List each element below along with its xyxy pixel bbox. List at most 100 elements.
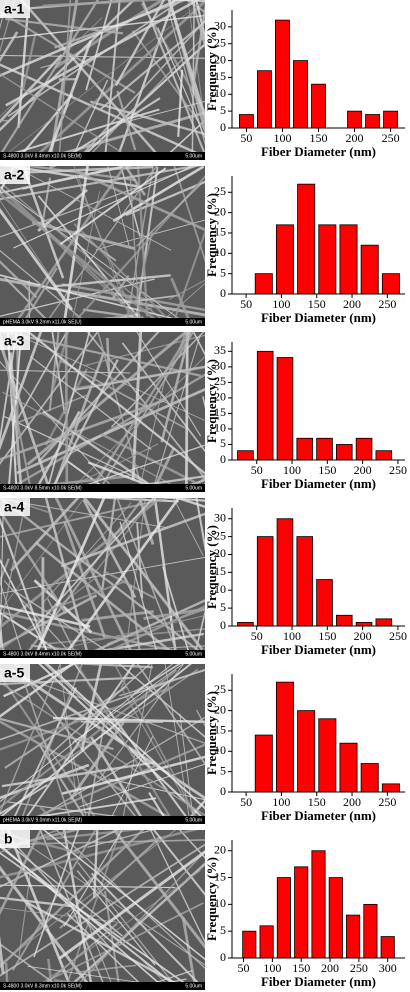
sem-image: pHEMA 3.0kV 9.0mm x11.0k SE(M) 5.00um a-5: [0, 664, 205, 824]
fiber: [114, 0, 166, 87]
x-tick-label: 50: [251, 463, 263, 477]
bar: [242, 930, 257, 959]
fiber: [136, 183, 202, 247]
fiber: [0, 0, 16, 54]
bar: [375, 618, 393, 627]
fiber: [0, 278, 155, 317]
image-info: pHEMA 3.0kV 9.0mm x11.0k SE(M): [3, 817, 82, 823]
image-scale: 5.00um: [185, 651, 202, 657]
label-bg: [0, 332, 30, 350]
x-tick-label: 50: [238, 961, 250, 975]
fiber: [59, 359, 186, 429]
y-tick-label: 15: [214, 225, 226, 239]
fiber: [46, 902, 204, 983]
x-tick-label: 250: [389, 629, 407, 643]
fiber: [136, 664, 205, 766]
y-tick-label: 10: [214, 245, 226, 259]
label-bg: [0, 830, 30, 848]
fiber: [33, 830, 79, 958]
fiber: [85, 0, 113, 91]
fiber: [17, 332, 68, 419]
y-tick-label: 25: [214, 184, 226, 198]
fiber: [81, 610, 154, 622]
fiber: [0, 852, 196, 990]
y-tick-label: 5: [220, 600, 226, 614]
fiber: [0, 830, 177, 965]
info-bar: [0, 318, 205, 326]
bar: [293, 60, 308, 129]
fiber: [5, 0, 201, 107]
fiber: [0, 797, 157, 824]
image-scale: 5.00um: [185, 485, 202, 491]
fiber: [178, 830, 205, 859]
bar: [311, 850, 326, 959]
fiber: [136, 332, 202, 437]
bar: [275, 224, 294, 295]
info-bar: [0, 650, 205, 658]
info-bar: [0, 982, 205, 990]
y-tick-label: 5: [220, 103, 226, 117]
y-tick-label: 30: [214, 510, 226, 524]
x-tick-label: 150: [318, 629, 336, 643]
fiber: [116, 90, 137, 151]
x-tick-label: 250: [378, 795, 396, 809]
fiber: [93, 830, 99, 898]
y-tick-label: 35: [214, 343, 226, 357]
fiber: [0, 31, 19, 63]
fiber: [0, 896, 77, 908]
y-tick-label: 15: [214, 564, 226, 578]
fiber: [138, 374, 167, 492]
fiber: [45, 664, 205, 810]
bar: [316, 579, 333, 627]
image-scale: 5.00um: [185, 983, 202, 989]
fiber: [60, 512, 205, 568]
x-tick-label: 150: [308, 795, 326, 809]
fiber: [125, 180, 205, 217]
fiber: [17, 743, 205, 824]
fiber: [0, 830, 43, 916]
x-tick-label: 150: [318, 463, 336, 477]
fiber: [5, 830, 205, 966]
fiber: [192, 332, 205, 356]
y-tick-label: 15: [214, 869, 226, 883]
y-tick-label: 15: [214, 723, 226, 737]
fiber: [99, 20, 205, 111]
fiber: [191, 0, 195, 156]
fiber: [39, 745, 90, 824]
image-info: S-4800 3.0kV 8.4mm x10.0k SE(M): [3, 153, 82, 159]
fiber: [0, 668, 205, 741]
fiber: [0, 843, 205, 977]
bar: [383, 110, 398, 129]
fiber: [133, 664, 181, 693]
y-tick-label: 5: [220, 265, 226, 279]
sem-image: S-4800 3.0kV 8.4mm x10.0k SE(M) 5.00um a-1: [0, 0, 205, 160]
fiber: [177, 69, 184, 137]
y-tick-label: 0: [220, 120, 226, 134]
fiber: [87, 334, 192, 492]
fiber: [0, 498, 205, 658]
fiber: [0, 0, 100, 158]
image-info: pHEMA 3.0kV 9.2mm x11.0k SE(U): [3, 319, 82, 325]
fiber: [120, 294, 181, 304]
label-bg: [0, 166, 30, 184]
y-tick-label: 10: [214, 86, 226, 100]
image-info: S-4800 3.0kV 8.5mm x10.0k SE(M): [3, 485, 82, 491]
fiber: [33, 498, 106, 658]
x-tick-label: 100: [272, 795, 290, 809]
panel-label: a-2: [4, 167, 24, 183]
fiber: [31, 869, 201, 990]
fiber: [77, 42, 205, 160]
fiber: [10, 498, 80, 572]
fiber: [90, 100, 205, 136]
y-tick-label: 20: [214, 390, 226, 404]
info-bar: [0, 152, 205, 160]
fiber: [48, 332, 60, 412]
fiber: [0, 332, 33, 492]
fiber: [87, 830, 155, 848]
y-tick-label: 10: [214, 743, 226, 757]
fiber: [27, 965, 195, 990]
y-tick-label: 25: [214, 528, 226, 542]
